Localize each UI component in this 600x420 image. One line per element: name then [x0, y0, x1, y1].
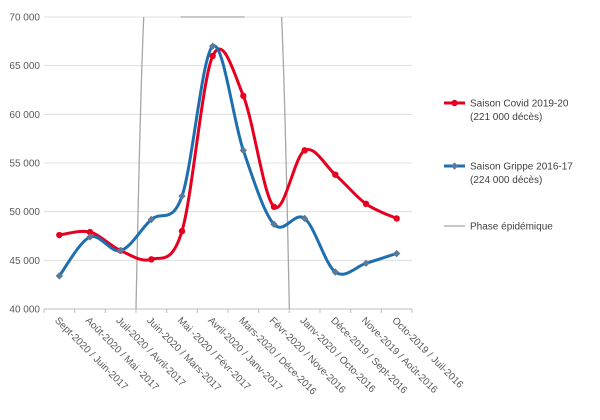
- y-tick-label: 70 000: [9, 13, 40, 24]
- y-tick-labels: 40 000 45 000 50 000 55 000 60 000 65 000 70 0…: [9, 13, 40, 316]
- y-tick-label: 50 000: [9, 207, 40, 218]
- data-point: [56, 231, 63, 239]
- series-2: [55, 42, 401, 280]
- data-point: [331, 268, 340, 276]
- data-point: [209, 52, 216, 60]
- legend: Saison Covid 2019-20(221 000 décès)Saiso…: [444, 99, 573, 233]
- data-point: [270, 203, 278, 210]
- legend-label: Saison Grippe 2016-17: [470, 162, 573, 173]
- data-point: [393, 215, 400, 222]
- data-point: [86, 228, 94, 236]
- legend-item-2: Saison Grippe 2016-17 (224 000 décès): [444, 162, 573, 186]
- data-point: [86, 233, 94, 241]
- legend-sublabel: (221 000 décès): [470, 112, 542, 123]
- y-tick-label: 65 000: [9, 61, 40, 72]
- data-point: [116, 246, 125, 255]
- data-point: [55, 272, 64, 280]
- data-point: [332, 171, 339, 178]
- data-point: [239, 146, 248, 155]
- data-point: [178, 227, 186, 235]
- data-point: [392, 249, 401, 258]
- data-point: [240, 92, 247, 100]
- legend-item-3: Phase épidémique: [444, 222, 553, 233]
- data-point: [178, 192, 186, 200]
- legend-sublabel: (224 000 décès): [470, 175, 542, 186]
- legend-item-1: Saison Covid 2019-20 (221 000 décès): [444, 99, 569, 123]
- series-line: [57, 44, 399, 278]
- legend-marker: [450, 162, 459, 170]
- legend-marker: [451, 99, 458, 107]
- data-point: [148, 256, 155, 263]
- epidemic-phase-line: [135, 17, 290, 309]
- y-tick-label: 55 000: [9, 159, 40, 170]
- y-tick-label: 60 000: [9, 110, 40, 121]
- y-tick-label: 45 000: [9, 256, 40, 267]
- series-lines: [55, 42, 401, 280]
- legend-label: Saison Covid 2019-20: [470, 99, 569, 110]
- gridlines: [44, 16, 412, 310]
- axes: [43, 308, 413, 313]
- data-point: [301, 147, 308, 154]
- data-point: [362, 259, 370, 267]
- data-point: [270, 220, 278, 228]
- epidemic-phase-curve: [135, 16, 290, 309]
- legend-label: Phase épidémique: [470, 222, 553, 233]
- data-point: [362, 200, 370, 208]
- y-tick-label: 40 000: [9, 305, 40, 316]
